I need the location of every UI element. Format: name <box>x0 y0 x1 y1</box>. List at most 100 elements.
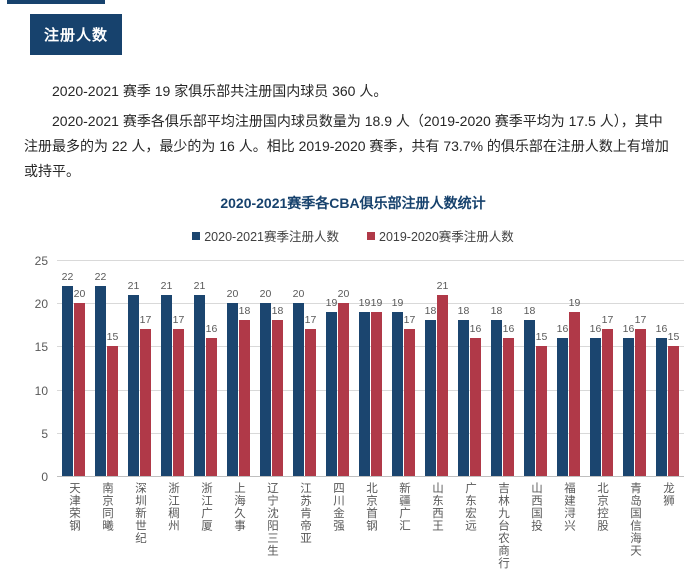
bar-groups: 22 20 天津荣钢 22 15 南京同曦 21 17 深圳新世纪 21 17 浙江稠州 21 16 浙江广… <box>57 261 684 578</box>
bar-value-label: 19 <box>391 296 404 309</box>
bar-group: 16 17 青岛国信海天 <box>618 261 651 578</box>
bar-group: 16 19 福建浔兴 <box>552 261 585 578</box>
bar-2020-2021: 18 <box>425 305 436 476</box>
bar-value-label: 17 <box>601 314 614 327</box>
bar-pair: 19 20 <box>321 261 354 477</box>
bar-pair: 16 15 <box>651 261 684 477</box>
x-axis-label: 浙江稠州 <box>167 482 179 532</box>
legend-swatch-red <box>367 231 375 240</box>
registration-bar-chart: 2020-2021赛季各CBA俱乐部注册人数统计 2020-2021赛季注册人数… <box>23 193 684 578</box>
bar-value-label: 18 <box>424 305 437 318</box>
bar-value-label: 20 <box>292 288 305 301</box>
x-axis-label: 四川金强 <box>332 482 344 532</box>
bar-group: 16 15 龙狮 <box>651 261 684 578</box>
y-tick-label: 15 <box>34 340 48 355</box>
bar-value-label: 17 <box>634 314 647 327</box>
bar-group: 21 16 浙江广厦 <box>189 261 222 578</box>
bar-2019-2020: 16 <box>503 323 514 476</box>
bar-value-label: 16 <box>502 322 515 335</box>
bar-value-label: 18 <box>490 305 503 318</box>
bar-value-label: 15 <box>106 331 119 344</box>
gridline <box>57 303 684 305</box>
bar-pair: 22 20 <box>57 261 90 477</box>
x-axis-label: 广东宏远 <box>464 482 476 532</box>
bar-2019-2020: 18 <box>239 305 250 476</box>
bar-2019-2020: 17 <box>635 314 646 476</box>
bar-group: 22 20 天津荣钢 <box>57 261 90 578</box>
bar-value-label: 22 <box>94 270 107 283</box>
bar-pair: 16 19 <box>552 261 585 477</box>
bar-2020-2021: 16 <box>557 323 568 476</box>
bar-value-label: 19 <box>568 296 581 309</box>
bar-value-label: 19 <box>325 296 338 309</box>
x-axis-label: 深圳新世纪 <box>134 482 146 545</box>
bar-2020-2021: 16 <box>656 323 667 476</box>
bar-2019-2020: 19 <box>371 297 382 476</box>
bar-2019-2020: 20 <box>74 288 85 476</box>
x-axis-label: 江苏肯帝亚 <box>299 482 311 545</box>
bar-value-label: 16 <box>655 322 668 335</box>
bar-2020-2021: 18 <box>458 305 469 476</box>
bar-group: 20 18 辽宁沈阳三生 <box>255 261 288 578</box>
legend-label-2020-2021: 2020-2021赛季注册人数 <box>204 230 339 244</box>
bar-group: 21 17 浙江稠州 <box>156 261 189 578</box>
bar-pair: 16 17 <box>618 261 651 477</box>
bar-value-label: 17 <box>139 314 152 327</box>
x-axis-label: 新疆广汇 <box>398 482 410 532</box>
y-tick-label: 20 <box>34 297 48 312</box>
chart-legend: 2020-2021赛季注册人数 2019-2020赛季注册人数 <box>23 226 683 245</box>
plot-area: 22 20 天津荣钢 22 15 南京同曦 21 17 深圳新世纪 21 17 浙江稠州 21 16 浙江广… <box>57 260 684 578</box>
x-axis-label: 福建浔兴 <box>563 482 575 532</box>
bar-pair: 20 18 <box>222 261 255 477</box>
paragraph-total-players: 2020-2021 赛季 19 家俱乐部共注册国内球员 360 人。 <box>52 83 388 99</box>
bar-value-label: 18 <box>271 305 284 318</box>
bar-value-label: 16 <box>556 322 569 335</box>
bar-value-label: 19 <box>370 296 383 309</box>
bar-pair: 18 16 <box>486 261 519 477</box>
bar-2020-2021: 20 <box>260 288 271 476</box>
paragraph-average-players: 2020-2021 赛季各俱乐部平均注册国内球员数量为 18.9 人（2019-… <box>24 113 669 179</box>
y-tick-label: 0 <box>41 470 48 484</box>
bar-group: 20 17 江苏肯帝亚 <box>288 261 321 578</box>
bar-value-label: 18 <box>457 305 470 318</box>
bar-group: 21 17 深圳新世纪 <box>123 261 156 578</box>
bar-pair: 18 15 <box>519 261 552 477</box>
bar-2020-2021: 19 <box>359 297 370 476</box>
bar-2019-2020: 17 <box>173 314 184 476</box>
bar-2020-2021: 21 <box>161 280 172 476</box>
bar-value-label: 22 <box>61 270 74 283</box>
bar-value-label: 20 <box>73 288 86 301</box>
y-tick-label: 5 <box>41 426 48 441</box>
bar-value-label: 15 <box>667 331 680 344</box>
bar-2020-2021: 21 <box>128 280 139 476</box>
gridline <box>57 432 684 434</box>
bar-value-label: 19 <box>358 296 371 309</box>
bar-2020-2021: 19 <box>326 297 337 476</box>
bar-2019-2020: 18 <box>272 305 283 476</box>
x-axis-label: 吉林九台农商行 <box>497 482 509 570</box>
chart-title: 2020-2021赛季各CBA俱乐部注册人数统计 <box>220 195 486 211</box>
bar-group: 20 18 上海久事 <box>222 261 255 578</box>
bar-value-label: 21 <box>127 279 140 292</box>
x-axis-label: 辽宁沈阳三生 <box>266 482 278 557</box>
bar-2019-2020: 17 <box>305 314 316 476</box>
bar-2020-2021: 18 <box>491 305 502 476</box>
y-tick-label: 10 <box>34 383 48 398</box>
bar-value-label: 21 <box>160 279 173 292</box>
bar-group: 18 15 山西国投 <box>519 261 552 578</box>
previous-section-divider <box>7 0 105 4</box>
bar-value-label: 16 <box>205 322 218 335</box>
bar-2020-2021: 20 <box>293 288 304 476</box>
bar-2019-2020: 15 <box>107 331 118 476</box>
bar-group: 18 16 广东宏远 <box>453 261 486 578</box>
bar-pair: 20 17 <box>288 261 321 477</box>
bar-pair: 19 17 <box>387 261 420 477</box>
text-block: 2020-2021 赛季 19 家俱乐部共注册国内球员 360 人。 2020-… <box>24 79 676 184</box>
bar-2020-2021: 18 <box>524 305 535 476</box>
bar-value-label: 15 <box>535 331 548 344</box>
bar-pair: 21 17 <box>123 261 156 477</box>
bar-2019-2020: 17 <box>602 314 613 476</box>
y-axis: 0 5 10 15 20 25 <box>23 254 57 484</box>
x-axis-label: 天津荣钢 <box>68 482 80 532</box>
bar-2020-2021: 21 <box>194 280 205 476</box>
